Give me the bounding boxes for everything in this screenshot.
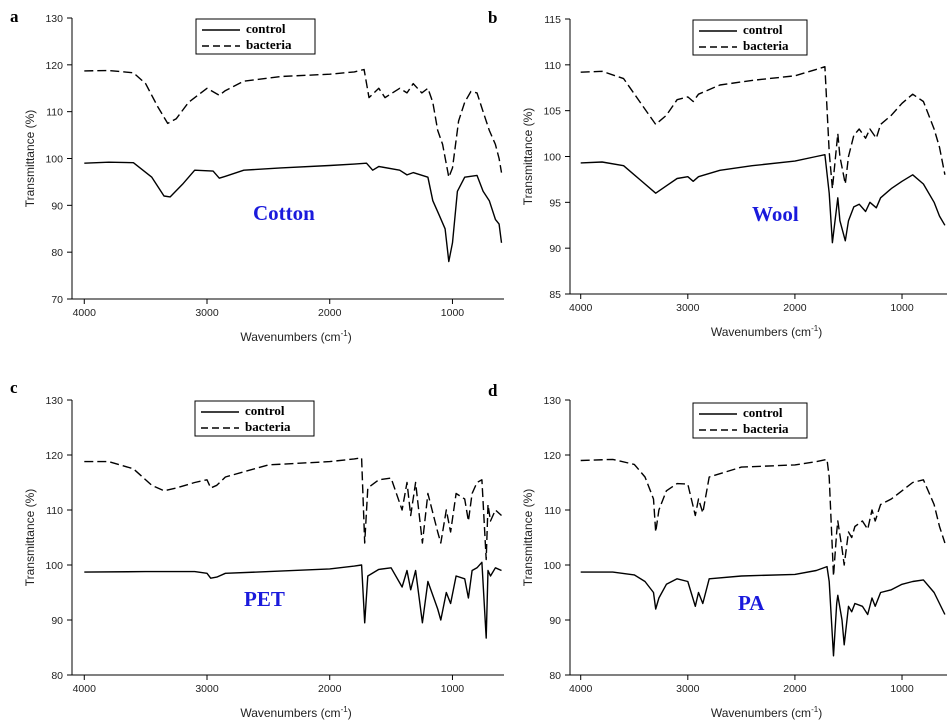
y-tick-label: 100 [543,560,561,572]
x-axis-title-main: Wavenumbers (cm [711,325,811,339]
y-tick-label: 110 [544,60,561,72]
x-tick-label: 4000 [73,307,97,319]
y-tick-label: 85 [549,289,561,301]
y-tick-label: 120 [45,60,63,72]
x-axis-title-main: Wavenumbers (cm [711,706,811,720]
legend-label-bacteria: bacteria [743,421,789,436]
legend-box [194,400,315,437]
y-axis-title: Transmittance (%) [23,489,37,587]
y-tick-label: 120 [45,450,63,462]
y-tick-label: 100 [45,154,63,166]
x-axis-title-end: ) [348,706,352,720]
x-tick-label: 1000 [890,302,914,314]
x-axis-title: Wavenumbers (cm-1) [240,329,351,344]
material-label: Wool [752,202,799,226]
panel-letter: d [488,381,498,400]
y-tick-label: 95 [549,197,561,209]
x-tick-label: 3000 [195,307,219,319]
y-tick-label: 70 [51,294,63,306]
x-tick-label: 3000 [676,683,700,695]
legend-label-control: control [743,405,783,420]
legend-label-control: control [246,21,286,36]
x-tick-label: 4000 [569,302,593,314]
panel-letter: c [10,378,18,397]
series-line-bacteria [580,458,946,577]
x-tick-label: 2000 [318,307,342,319]
material-label: PET [244,587,285,611]
y-tick-label: 130 [45,13,63,25]
x-tick-label: 2000 [318,683,342,695]
material-label: PA [738,591,765,615]
x-tick-label: 3000 [676,302,700,314]
y-tick-label: 100 [45,560,63,572]
x-tick-label: 1000 [441,307,465,319]
chart-panel-d: 80 90 100 110 120 130 4000 3000 2000 1000 Transmit… [488,381,947,720]
x-tick-label: 4000 [73,683,97,695]
y-tick-label: 80 [51,247,63,259]
legend-label-bacteria: bacteria [245,419,291,434]
panel-letter: b [488,8,497,27]
series-line-bacteria [84,68,503,178]
y-tick-label: 80 [549,670,561,682]
series-line-bacteria [84,457,502,561]
x-tick-label: 1000 [890,683,914,695]
y-tick-label: 130 [543,395,561,407]
legend-label-control: control [245,403,285,418]
y-axis-title: Transmittance (%) [521,489,535,587]
x-axis-title-main: Wavenumbers (cm [240,706,340,720]
x-axis-title-end: ) [818,325,822,339]
y-axis-title: Transmittance (%) [521,108,535,206]
y-tick-label: 110 [46,107,63,119]
chart-panel-b: 85 90 95 100 105 110 115 4000 3000 2000 1000 Transm… [488,8,947,339]
y-tick-label: 90 [51,615,63,627]
chart-panel-c: 80 90 100 110 120 130 4000 3000 2000 1000 Transmit… [10,378,504,720]
legend-label-control: control [743,22,783,37]
x-tick-label: 1000 [441,683,465,695]
chart-panel-a: 70 80 90 100 110 120 130 4000 3000 2000 1000 Transm… [10,7,504,344]
y-tick-label: 90 [51,200,63,212]
legend-label-bacteria: bacteria [743,38,789,53]
x-axis-title: Wavenumbers (cm-1) [711,705,822,720]
x-tick-label: 3000 [195,683,219,695]
x-axis-title: Wavenumbers (cm-1) [240,705,351,720]
legend-box [195,18,316,55]
x-axis-title: Wavenumbers (cm-1) [711,324,822,339]
x-axis-title-main: Wavenumbers (cm [240,330,340,344]
material-label: Cotton [253,201,315,225]
series-line-control [84,161,503,263]
x-tick-label: 2000 [783,683,807,695]
x-axis-title-end: ) [348,330,352,344]
x-tick-label: 2000 [783,302,807,314]
x-axis-title-superscript: -1 [811,705,819,714]
panel-letter: a [10,7,19,26]
series-line-control [580,565,946,657]
y-tick-label: 80 [51,670,63,682]
y-tick-label: 105 [543,106,561,118]
y-tick-label: 90 [549,615,561,627]
y-tick-label: 110 [544,505,561,517]
y-tick-label: 115 [544,14,561,26]
x-axis-title-superscript: -1 [341,329,349,338]
x-tick-label: 4000 [569,683,593,695]
series-line-control [84,561,502,639]
y-tick-label: 120 [543,450,561,462]
legend-box [692,19,808,56]
legend-box [692,402,808,439]
y-tick-label: 100 [543,152,561,164]
y-tick-label: 110 [46,505,63,517]
y-tick-label: 90 [549,243,561,255]
x-axis-title-superscript: -1 [341,705,349,714]
y-axis-title: Transmittance (%) [23,110,37,208]
x-axis-title-end: ) [818,706,822,720]
series-line-control [580,154,946,244]
y-tick-label: 130 [45,395,63,407]
legend-label-bacteria: bacteria [246,37,292,52]
x-axis-title-superscript: -1 [811,324,819,333]
series-line-bacteria [580,66,946,190]
